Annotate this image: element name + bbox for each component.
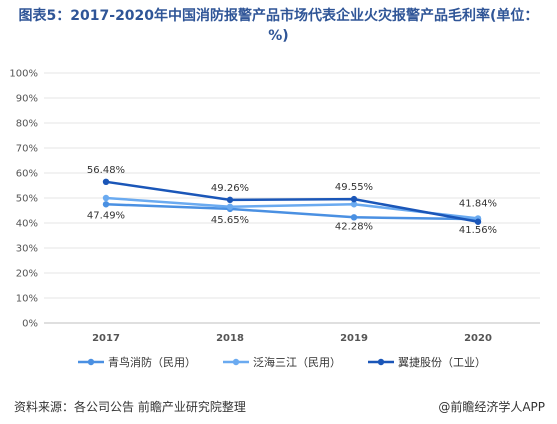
y-tick-label: 50% — [16, 194, 38, 205]
data-point — [474, 218, 482, 225]
data-point — [102, 194, 110, 202]
chart-title: 图表5：2017-2020年中国消防报警产品市场代表企业火灾报警产品毛利率(单位… — [18, 8, 539, 44]
brand-credit: @前瞻经济学人APP — [438, 400, 545, 414]
legend-label: 泛海三江（民用） — [253, 355, 341, 369]
data-labels: 47.49% 45.65% 42.28% 41.56% 41.84% 56.48% 49.2… — [87, 165, 497, 236]
x-tick-label: 2019 — [340, 333, 368, 344]
y-tick-label: 70% — [16, 144, 38, 155]
y-tick-label: 30% — [16, 244, 38, 255]
y-axis: 0% 10% 20% 30% 40% 50% 60% 70% 80% 90% 100% — [9, 69, 38, 330]
data-point — [226, 196, 234, 204]
data-point — [350, 201, 358, 208]
legend-marker — [377, 358, 385, 366]
legend-marker — [87, 358, 95, 366]
x-tick-label: 2018 — [216, 333, 244, 344]
x-axis: 2017 2018 2019 2020 — [92, 333, 492, 344]
data-point — [350, 195, 358, 203]
data-label: 56.48% — [87, 165, 125, 176]
x-tick-label: 2017 — [92, 333, 120, 344]
data-label: 41.84% — [459, 198, 497, 209]
data-point — [226, 203, 234, 210]
x-tick-label: 2020 — [464, 333, 492, 344]
grid-lines — [44, 72, 540, 324]
series-line — [105, 203, 479, 221]
legend-label: 翼捷股份（工业） — [398, 355, 486, 369]
y-tick-label: 0% — [22, 319, 38, 330]
y-tick-label: 60% — [16, 169, 38, 180]
source-note: 资料来源：各公司公告 前瞻产业研究院整理 — [14, 400, 246, 414]
data-label: 42.28% — [335, 221, 373, 232]
data-label: 49.26% — [211, 183, 249, 194]
data-label: 45.65% — [211, 215, 249, 226]
data-point — [102, 178, 110, 185]
data-point — [102, 201, 110, 208]
series-line — [105, 196, 479, 220]
series-line — [105, 180, 479, 223]
legend: 青鸟消防（民用） 泛海三江（民用） 翼捷股份（工业） — [78, 355, 486, 369]
y-tick-label: 40% — [16, 219, 38, 230]
y-tick-label: 100% — [9, 69, 38, 80]
data-label: 49.55% — [335, 182, 373, 193]
data-point — [350, 214, 358, 221]
y-tick-label: 20% — [16, 269, 38, 280]
data-label: 47.49% — [87, 210, 125, 221]
legend-label: 青鸟消防（民用） — [108, 355, 196, 369]
y-tick-label: 10% — [16, 294, 38, 305]
y-tick-label: 90% — [16, 94, 38, 105]
y-tick-label: 80% — [16, 119, 38, 130]
legend-marker — [232, 358, 240, 366]
series-lines — [102, 178, 482, 225]
data-label: 41.56% — [459, 225, 497, 236]
